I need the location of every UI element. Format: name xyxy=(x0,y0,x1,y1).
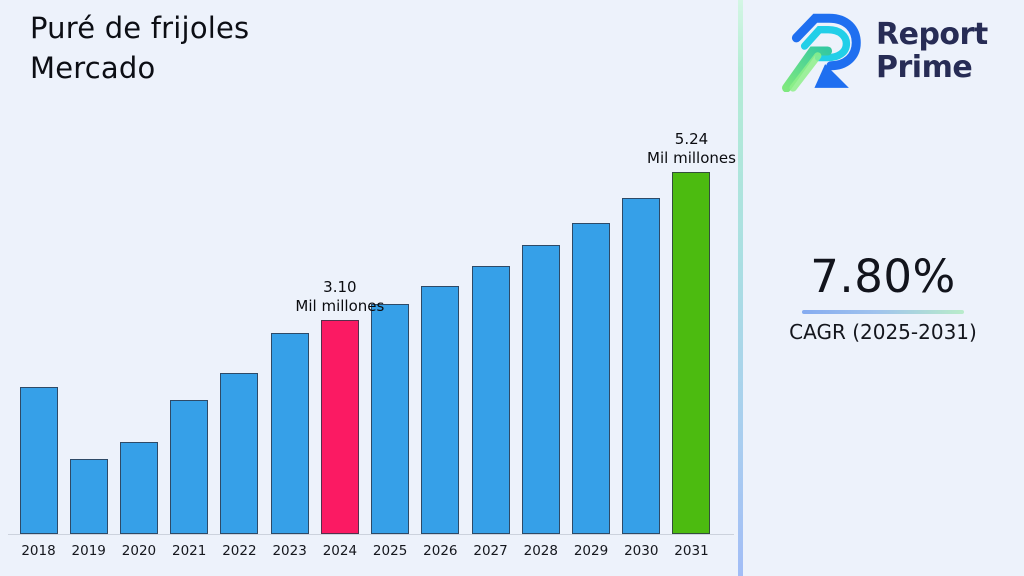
x-tick-label-2020: 2020 xyxy=(121,543,157,559)
report-prime-logo-icon xyxy=(782,13,861,92)
x-tick-label-2028: 2028 xyxy=(523,543,558,559)
cagr-underline xyxy=(802,310,964,314)
value-annotation-2024: 3.10 Mil millones xyxy=(295,278,385,315)
bar-2029 xyxy=(572,223,611,534)
x-tick-label-2025: 2025 xyxy=(372,543,408,559)
x-tick-label-2026: 2026 xyxy=(423,543,458,559)
x-tick-label-2029: 2029 xyxy=(573,543,609,559)
x-tick-label-2019: 2019 xyxy=(71,543,106,559)
x-tick-label-2021: 2021 xyxy=(172,543,207,559)
bar-2025 xyxy=(371,304,410,534)
bar-2023 xyxy=(270,333,309,534)
logo-text-line2: Prime xyxy=(876,50,973,85)
bar-2031 xyxy=(672,172,711,534)
bar-2020 xyxy=(119,442,158,534)
x-tick-label-2018: 2018 xyxy=(21,543,56,559)
bar-2027 xyxy=(471,266,510,534)
bar-2028 xyxy=(521,245,560,534)
x-axis-line xyxy=(8,534,734,535)
bar-2019 xyxy=(69,459,108,534)
bar-2026 xyxy=(421,286,460,534)
cagr-block: 7.80% CAGR (2025-2031) xyxy=(770,250,996,344)
page-title: Puré de frijoles Mercado xyxy=(30,11,250,85)
bar-2024 xyxy=(320,320,359,534)
x-tick-label-2023: 2023 xyxy=(272,543,307,559)
cagr-label: CAGR (2025-2031) xyxy=(789,320,977,344)
bar-2022 xyxy=(220,373,259,534)
x-tick-label-2022: 2022 xyxy=(222,543,257,559)
x-tick-label-2024: 2024 xyxy=(322,543,358,559)
x-tick-label-2031: 2031 xyxy=(674,543,709,559)
vertical-divider xyxy=(738,0,743,576)
x-tick-label-2030: 2030 xyxy=(624,543,659,559)
report-prime-logo: Report Prime xyxy=(780,10,988,92)
bar-2018 xyxy=(19,387,58,534)
cagr-value: 7.80% xyxy=(810,250,956,303)
report-prime-logo-text: Report Prime xyxy=(876,18,988,84)
bar-2030 xyxy=(622,198,661,534)
logo-text-line1: Report xyxy=(876,17,988,52)
x-tick-label-2027: 2027 xyxy=(473,543,508,559)
bar-2021 xyxy=(170,400,209,534)
bar-chart: 2018 2019 2020 2021 2022 2023 2024 2025 2026 2027… xyxy=(8,130,736,559)
value-annotation-2031: 5.24 Mil millones xyxy=(647,130,736,167)
